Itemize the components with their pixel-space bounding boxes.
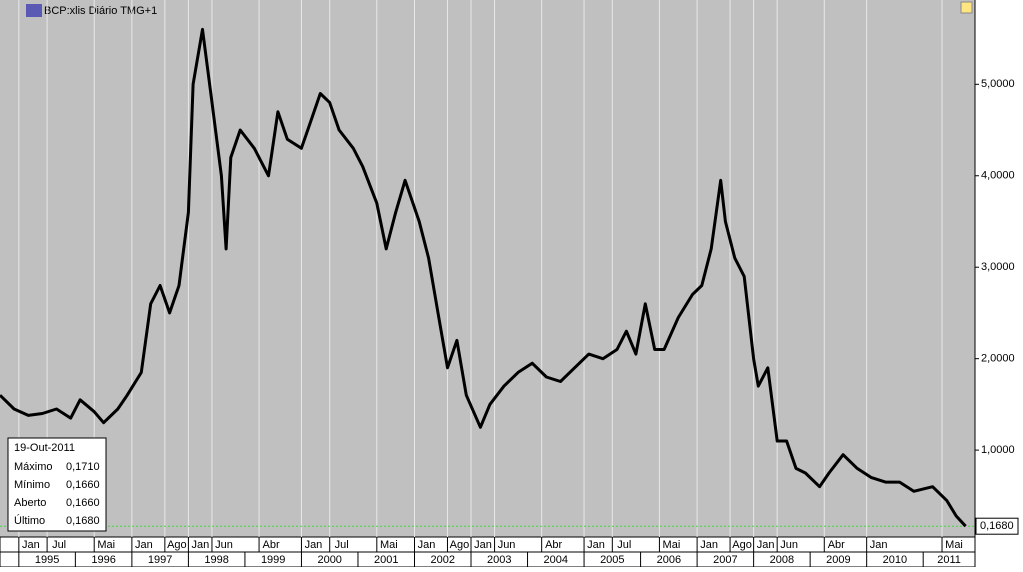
y-tick-label: 5,0000: [981, 78, 1015, 90]
year-label: 2010: [883, 554, 907, 566]
price-line: [0, 27, 967, 528]
info-value: 0,1680: [66, 515, 100, 527]
x-tick-label: Jan: [135, 539, 153, 551]
x-tick-label: Abr: [545, 539, 562, 551]
info-label: Mínimo: [14, 479, 50, 491]
info-label: Máximo: [14, 461, 53, 473]
year-label: 2000: [317, 554, 341, 566]
x-tick-label: Jul: [52, 539, 66, 551]
info-box: 19-Out-2011: [7, 437, 107, 532]
x-tick-label: Mai: [945, 539, 963, 551]
x-tick-label: Ago: [167, 539, 187, 551]
x-tick-label: Jul: [335, 539, 349, 551]
y-tick-label: 2,0000: [981, 353, 1015, 365]
year-label: 2006: [657, 554, 681, 566]
year-label: 2009: [826, 554, 850, 566]
year-label: 1997: [148, 554, 172, 566]
info-box-bg: [7, 437, 107, 532]
x-tick-label: Mai: [380, 539, 398, 551]
year-label: 2001: [374, 554, 398, 566]
x-tick-label: Ago: [450, 539, 470, 551]
x-tick-label: Jun: [498, 539, 516, 551]
x-tick-label: Jun: [780, 539, 798, 551]
y-tick-label: 4,0000: [981, 170, 1015, 182]
last-value-label: 0,1680: [980, 520, 1014, 532]
y-tick-label: 3,0000: [981, 261, 1015, 273]
x-tick-label: Jan: [305, 539, 323, 551]
x-tick-label: Jan: [757, 539, 775, 551]
year-label: 2005: [600, 554, 624, 566]
x-tick-label: Jan: [870, 539, 888, 551]
corner-button[interactable]: [960, 1, 973, 14]
info-value: 0,1660: [66, 497, 100, 509]
info-label: Aberto: [14, 497, 46, 509]
x-tick-label: Jan: [700, 539, 718, 551]
x-tick-label: Jan: [474, 539, 492, 551]
year-label: 1998: [204, 554, 228, 566]
cfd-icon: [26, 4, 42, 17]
year-label: 2003: [487, 554, 511, 566]
last-value-box: [975, 517, 1019, 535]
x-tick-label: Jan: [587, 539, 605, 551]
y-axis-area: [975, 0, 1023, 567]
year-label: 2004: [544, 554, 568, 566]
info-value: 0,1710: [66, 461, 100, 473]
year-label: 1999: [261, 554, 285, 566]
x-tick-label: Ago: [732, 539, 752, 551]
x-tick-label: Jan: [22, 539, 40, 551]
x-tick-label: Jan: [418, 539, 436, 551]
year-label: 1995: [35, 554, 59, 566]
year-label: 1996: [91, 554, 115, 566]
info-date: 19-Out-2011: [14, 442, 75, 454]
x-tick-label: Jul: [617, 539, 631, 551]
x-tick-label: Jan: [192, 539, 210, 551]
x-tick-label: Jun: [215, 539, 233, 551]
plot-area: [0, 0, 975, 537]
year-label: 2007: [713, 554, 737, 566]
info-value: 0,1660: [66, 479, 100, 491]
info-label: Último: [14, 514, 45, 527]
x-tick-label: Abr: [828, 539, 845, 551]
x-tick-label: Mai: [97, 539, 115, 551]
x-tick-label: Mai: [663, 539, 681, 551]
year-label: 2002: [431, 554, 455, 566]
chart-title[interactable]: BCP:xlis Diário TMG+1: [44, 5, 157, 17]
x-tick-label: Abr: [262, 539, 279, 551]
year-label: 2011: [937, 554, 961, 566]
y-tick-label: 1,0000: [981, 444, 1015, 456]
year-label: 2008: [770, 554, 794, 566]
